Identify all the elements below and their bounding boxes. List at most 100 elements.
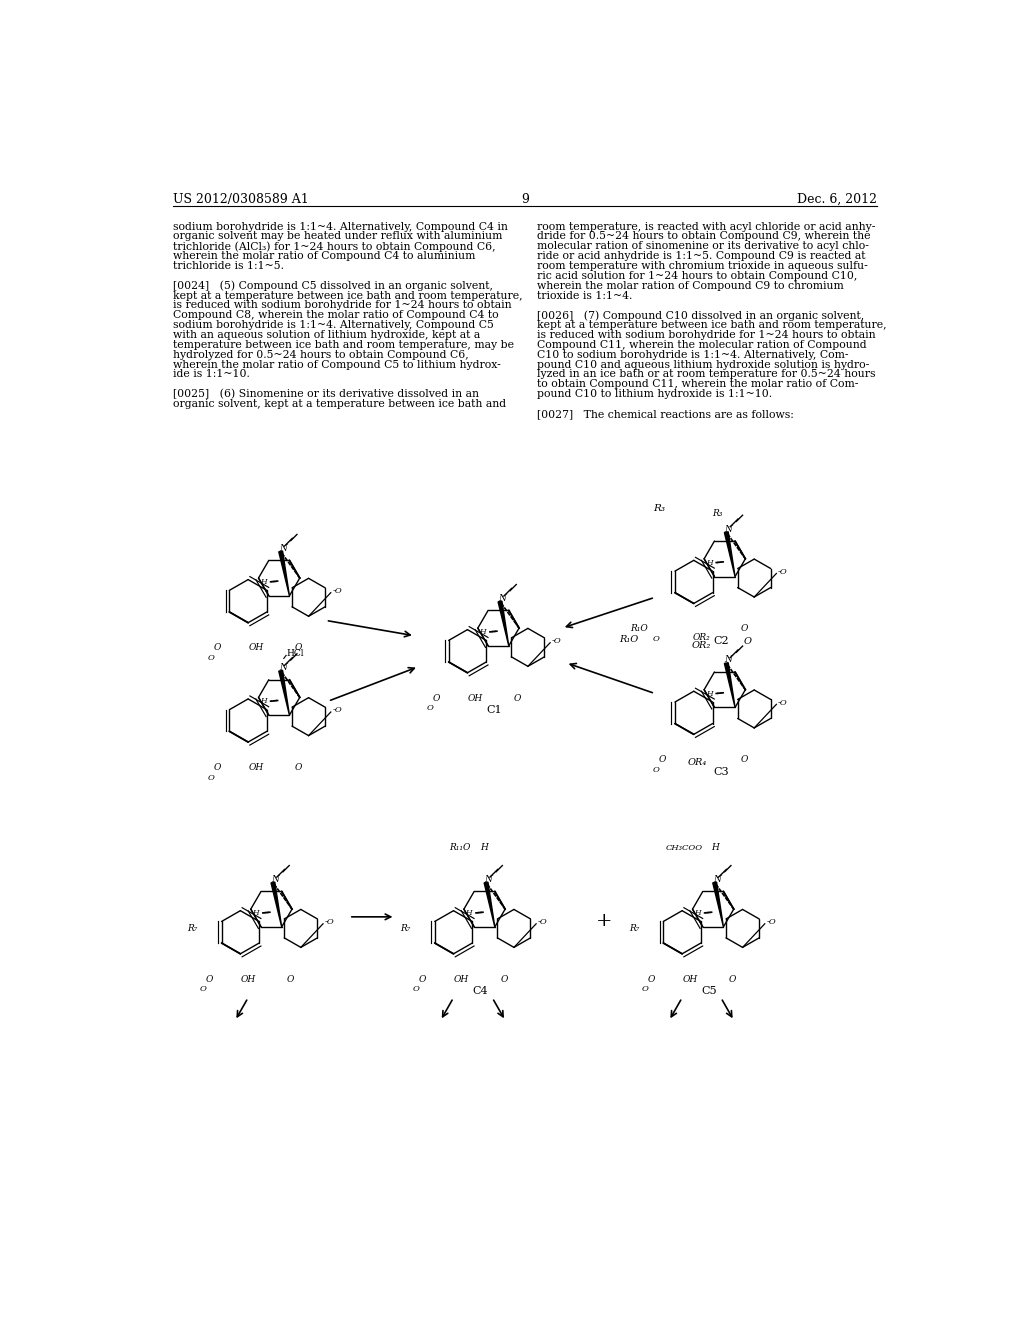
Text: O: O (200, 985, 207, 994)
Text: [0026]   (7) Compound C10 dissolved in an organic solvent,: [0026] (7) Compound C10 dissolved in an … (538, 310, 864, 321)
Text: ric acid solution for 1~24 hours to obtain Compound C10,: ric acid solution for 1~24 hours to obta… (538, 271, 857, 281)
Text: R₁O: R₁O (631, 624, 648, 634)
Text: H: H (694, 909, 700, 917)
Text: [0024]   (5) Compound C5 dissolved in an organic solvent,: [0024] (5) Compound C5 dissolved in an o… (173, 281, 493, 292)
Text: trioxide is 1:1~4.: trioxide is 1:1~4. (538, 290, 633, 301)
Polygon shape (713, 882, 723, 927)
Text: C3: C3 (713, 767, 729, 776)
Text: wherein the molar ration of Compound C9 to chromium: wherein the molar ration of Compound C9 … (538, 281, 844, 290)
Text: O: O (514, 693, 521, 702)
Text: is reduced with sodium borohydride for 1~24 hours to obtain: is reduced with sodium borohydride for 1… (538, 330, 876, 341)
Text: -O: -O (538, 919, 548, 927)
Text: -O: -O (325, 919, 334, 927)
Text: OH: OH (682, 974, 697, 983)
Text: Dec. 6, 2012: Dec. 6, 2012 (797, 193, 877, 206)
Text: OH: OH (248, 644, 263, 652)
Text: OH: OH (454, 974, 469, 983)
Text: N: N (725, 656, 732, 664)
Polygon shape (279, 550, 290, 595)
Text: pound C10 and aqueous lithium hydroxide solution is hydro-: pound C10 and aqueous lithium hydroxide … (538, 359, 869, 370)
Text: US 2012/0308589 A1: US 2012/0308589 A1 (173, 193, 308, 206)
Text: organic solvent, kept at a temperature between ice bath and: organic solvent, kept at a temperature b… (173, 399, 506, 409)
Text: room temperature, is reacted with acyl chloride or acid anhy-: room temperature, is reacted with acyl c… (538, 222, 876, 231)
Text: lyzed in an ice bath or at room temperature for 0.5~24 hours: lyzed in an ice bath or at room temperat… (538, 370, 876, 379)
Text: C1: C1 (486, 705, 503, 715)
Text: OR₂: OR₂ (692, 634, 711, 643)
Text: ide is 1:1~10.: ide is 1:1~10. (173, 370, 250, 379)
Text: O: O (500, 974, 508, 983)
Text: H: H (466, 909, 472, 917)
Text: R₁O: R₁O (618, 635, 638, 644)
Text: O: O (641, 985, 648, 994)
Text: OH: OH (468, 693, 483, 702)
Text: 9: 9 (521, 193, 528, 206)
Text: O: O (653, 766, 660, 774)
Text: O: O (213, 644, 221, 652)
Text: OH: OH (241, 974, 256, 983)
Text: N: N (725, 524, 732, 533)
Text: O: O (413, 985, 420, 994)
Text: sodium borohydride is 1:1~4. Alternatively, Compound C5: sodium borohydride is 1:1~4. Alternative… (173, 321, 494, 330)
Text: N: N (499, 594, 506, 603)
Text: room temperature with chromium trioxide in aqueous sulfu-: room temperature with chromium trioxide … (538, 261, 868, 271)
Text: O: O (740, 755, 748, 764)
Text: is reduced with sodium borohydride for 1~24 hours to obtain: is reduced with sodium borohydride for 1… (173, 301, 512, 310)
Text: O: O (744, 638, 752, 647)
Text: trichloride is 1:1~5.: trichloride is 1:1~5. (173, 261, 284, 271)
Text: CH₃COO: CH₃COO (666, 843, 703, 851)
Text: C5: C5 (701, 986, 717, 997)
Text: N: N (484, 875, 493, 884)
Text: R₇: R₇ (400, 924, 411, 933)
Text: with an aqueous solution of lithium hydroxide, kept at a: with an aqueous solution of lithium hydr… (173, 330, 480, 341)
Polygon shape (271, 882, 282, 927)
Text: C2: C2 (713, 636, 729, 645)
Text: O: O (433, 693, 440, 702)
Text: -O: -O (766, 919, 776, 927)
Text: pound C10 to lithium hydroxide is 1:1~10.: pound C10 to lithium hydroxide is 1:1~10… (538, 389, 772, 399)
Text: [0025]   (6) Sinomenine or its derivative dissolved in an: [0025] (6) Sinomenine or its derivative … (173, 389, 479, 400)
Text: O: O (208, 774, 214, 781)
Text: H: H (260, 697, 266, 705)
Text: N: N (271, 875, 280, 884)
Text: kept at a temperature between ice bath and room temperature,: kept at a temperature between ice bath a… (173, 290, 522, 301)
Text: dride for 0.5~24 hours to obtain Compound C9, wherein the: dride for 0.5~24 hours to obtain Compoun… (538, 231, 870, 242)
Polygon shape (724, 532, 735, 577)
Text: O: O (427, 705, 434, 713)
Text: C10 to sodium borohydride is 1:1~4. Alternatively, Com-: C10 to sodium borohydride is 1:1~4. Alte… (538, 350, 849, 359)
Text: H: H (711, 843, 719, 851)
Text: N: N (280, 544, 287, 553)
Text: -O: -O (333, 587, 342, 595)
Text: R₃: R₃ (653, 504, 665, 513)
Polygon shape (279, 671, 290, 715)
Text: H: H (706, 558, 713, 566)
Text: O: O (295, 644, 302, 652)
Text: HCl: HCl (287, 649, 304, 659)
Text: R₇: R₇ (629, 924, 640, 933)
Text: H: H (479, 628, 486, 636)
Text: OH: OH (248, 763, 263, 772)
Text: H: H (252, 909, 259, 917)
Text: -O: -O (333, 706, 342, 714)
Text: kept at a temperature between ice bath and room temperature,: kept at a temperature between ice bath a… (538, 321, 887, 330)
Text: OR₂: OR₂ (692, 640, 711, 649)
Text: R₇: R₇ (187, 924, 198, 933)
Text: H: H (480, 843, 488, 851)
Text: N: N (280, 663, 287, 672)
Text: wherein the molar ratio of Compound C4 to aluminium: wherein the molar ratio of Compound C4 t… (173, 251, 475, 261)
Text: R₃: R₃ (712, 510, 722, 519)
Text: temperature between ice bath and room temperature, may be: temperature between ice bath and room te… (173, 339, 514, 350)
Text: to obtain Compound C11, wherein the molar ratio of Com-: to obtain Compound C11, wherein the mola… (538, 379, 858, 389)
Text: R₁₁O: R₁₁O (449, 843, 470, 851)
Text: O: O (206, 974, 213, 983)
Text: wherein the molar ratio of Compound C5 to lithium hydrox-: wherein the molar ratio of Compound C5 t… (173, 359, 501, 370)
Text: +: + (596, 912, 613, 929)
Text: O: O (213, 763, 221, 772)
Text: O: O (740, 624, 748, 634)
Text: -O: -O (778, 698, 787, 706)
Text: O: O (659, 755, 667, 764)
Text: Compound C8, wherein the molar ratio of Compound C4 to: Compound C8, wherein the molar ratio of … (173, 310, 499, 321)
Text: O: O (647, 974, 654, 983)
Polygon shape (724, 663, 735, 708)
Text: O: O (653, 635, 660, 643)
Text: [0027]   The chemical reactions are as follows:: [0027] The chemical reactions are as fol… (538, 409, 794, 418)
